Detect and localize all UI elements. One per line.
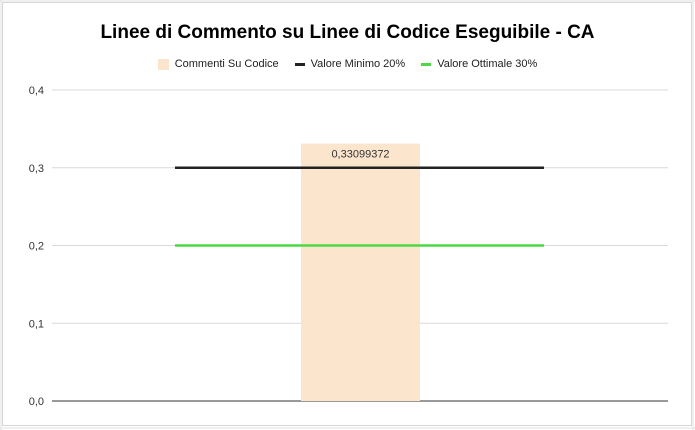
legend-item-opt-line[interactable]: Valore Ottimale 30% [421,58,537,70]
bar-data-label: 0,33099372 [331,149,389,161]
bar-commenti-su-codice [301,143,420,401]
legend-item-bar[interactable]: Commenti Su Codice [157,58,279,70]
legend-label-opt-line: Valore Ottimale 30% [437,58,538,70]
legend-swatch-bar [157,58,169,70]
y-tick-label: 0,0 [29,396,44,408]
y-tick-label: 0,3 [29,163,44,175]
chart-title: Linee di Commento su Linee di Codice Ese… [100,22,595,43]
legend-swatch-opt-line [421,62,432,66]
legend-label-bar: Commenti Su Codice [174,58,279,70]
y-tick-label: 0,2 [29,241,44,253]
y-tick-label: 0,1 [29,318,44,330]
y-tick-label: 0,4 [29,85,44,97]
legend-swatch-min-line [294,62,305,66]
legend-label-min-line: Valore Minimo 20% [310,58,406,70]
chart-legend: Commenti Su Codice Valore Minimo 20% Val… [0,58,695,70]
legend-item-min-line[interactable]: Valore Minimo 20% [294,58,406,70]
